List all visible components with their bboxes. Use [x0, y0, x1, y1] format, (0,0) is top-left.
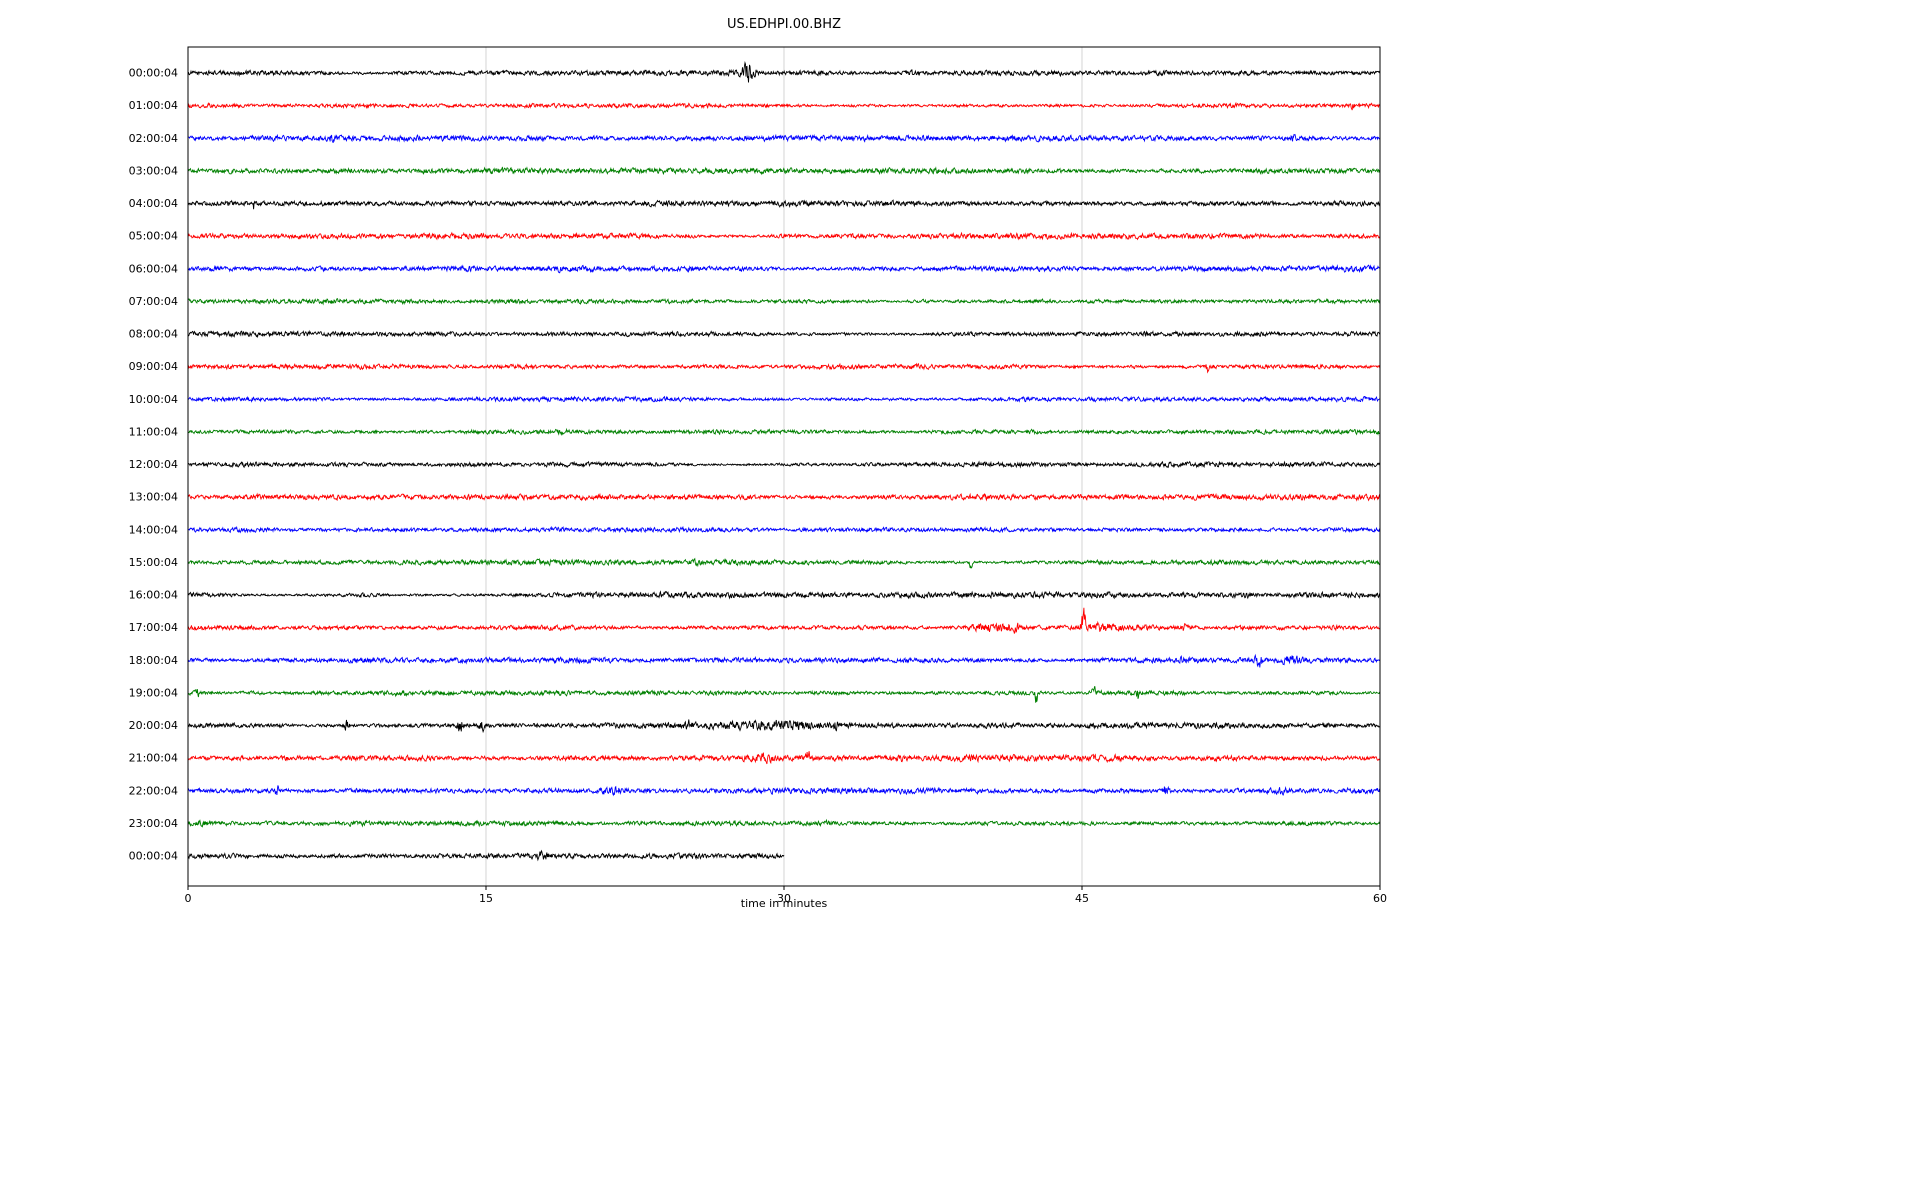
seismogram-trace — [187, 362, 1381, 374]
x-tick-label: 60 — [1373, 892, 1387, 905]
seismogram-trace — [187, 653, 1381, 668]
plot-title: US.EDHPI.00.BHZ — [727, 17, 841, 32]
trace-time-label: 08:00:04 — [129, 328, 178, 341]
seismogram-trace — [187, 199, 1381, 210]
trace-time-label: 19:00:04 — [129, 686, 178, 699]
trace-time-label: 11:00:04 — [129, 425, 178, 438]
seismogram-trace — [187, 719, 1381, 734]
trace-time-label: 13:00:04 — [129, 491, 178, 504]
x-tick-label: 0 — [185, 892, 192, 905]
x-tick-label: 15 — [479, 892, 493, 905]
seismogram-trace — [187, 785, 1381, 797]
trace-time-label: 05:00:04 — [129, 230, 178, 243]
seismogram-trace — [187, 460, 1381, 469]
trace-time-label: 00:00:04 — [129, 67, 178, 80]
x-tick-label: 30 — [777, 892, 791, 905]
trace-time-label: 04:00:04 — [129, 197, 178, 210]
trace-time-label: 01:00:04 — [129, 99, 178, 112]
seismogram-trace — [187, 607, 1381, 635]
trace-time-label: 21:00:04 — [129, 752, 178, 765]
trace-time-label: 09:00:04 — [129, 360, 178, 373]
seismogram-trace — [187, 166, 1381, 176]
trace-time-label: 22:00:04 — [129, 784, 178, 797]
seismogram-trace — [187, 492, 1381, 502]
seismogram-trace — [187, 525, 1381, 534]
trace-time-label: 06:00:04 — [129, 262, 178, 275]
seismogram-trace — [187, 751, 1381, 765]
seismogram-trace — [187, 818, 1381, 828]
trace-time-label: 14:00:04 — [129, 523, 178, 536]
trace-time-label: 00:00:04 — [129, 850, 178, 863]
trace-time-label: 07:00:04 — [129, 295, 178, 308]
trace-time-label: 23:00:04 — [129, 817, 178, 830]
seismogram-trace — [187, 427, 1381, 437]
seismogram-trace — [187, 395, 1381, 404]
x-axis-label: time in minutes — [740, 897, 828, 910]
seismogram-trace — [187, 557, 1381, 569]
seismogram-trace — [187, 686, 1381, 703]
seismogram-trace — [187, 231, 1381, 241]
seismogram-trace — [187, 590, 1381, 600]
trace-time-label: 15:00:04 — [129, 556, 178, 569]
trace-time-label: 20:00:04 — [129, 719, 178, 732]
trace-time-label: 10:00:04 — [129, 393, 178, 406]
trace-time-label: 16:00:04 — [129, 589, 178, 602]
seismogram-trace — [187, 329, 1381, 339]
seismogram-trace — [187, 849, 785, 862]
trace-time-label: 02:00:04 — [129, 132, 178, 145]
trace-time-label: 18:00:04 — [129, 654, 178, 667]
seismogram-trace — [188, 133, 1381, 144]
seismogram-trace — [187, 264, 1381, 274]
seismogram-trace — [187, 61, 1381, 83]
trace-time-label: 12:00:04 — [129, 458, 178, 471]
x-tick-label: 45 — [1075, 892, 1089, 905]
trace-time-label: 03:00:04 — [129, 164, 178, 177]
trace-time-label: 17:00:04 — [129, 621, 178, 634]
seismogram-trace — [187, 297, 1381, 306]
seismogram-trace — [187, 101, 1380, 111]
